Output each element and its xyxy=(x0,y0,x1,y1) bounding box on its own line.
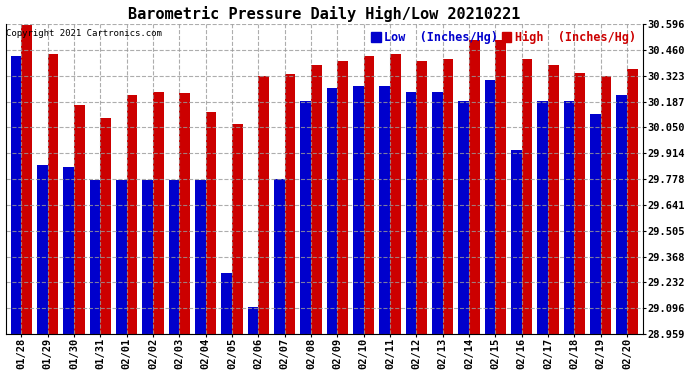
Bar xyxy=(311,65,322,334)
Bar xyxy=(337,61,348,334)
Bar xyxy=(232,124,243,334)
Bar xyxy=(380,86,390,334)
Bar xyxy=(406,92,416,334)
Bar xyxy=(627,69,638,334)
Bar xyxy=(511,150,522,334)
Bar xyxy=(327,88,337,334)
Bar xyxy=(364,56,374,334)
Bar xyxy=(206,112,216,334)
Bar xyxy=(285,75,295,334)
Bar xyxy=(616,95,627,334)
Bar xyxy=(590,114,601,334)
Bar xyxy=(221,273,232,334)
Bar xyxy=(48,54,58,334)
Bar xyxy=(274,178,285,334)
Legend: Low  (Inches/Hg), High  (Inches/Hg): Low (Inches/Hg), High (Inches/Hg) xyxy=(370,30,637,45)
Bar xyxy=(21,25,32,334)
Bar xyxy=(63,167,74,334)
Bar xyxy=(416,61,427,334)
Bar xyxy=(564,101,574,334)
Bar xyxy=(485,80,495,334)
Bar xyxy=(548,65,558,334)
Bar xyxy=(300,101,311,334)
Bar xyxy=(11,56,21,334)
Bar xyxy=(469,40,480,334)
Title: Barometric Pressure Daily High/Low 20210221: Barometric Pressure Daily High/Low 20210… xyxy=(128,6,520,21)
Bar xyxy=(100,118,111,334)
Bar xyxy=(37,165,48,334)
Bar xyxy=(116,180,127,334)
Bar xyxy=(169,180,179,334)
Bar xyxy=(601,76,611,334)
Bar xyxy=(179,93,190,334)
Bar xyxy=(443,59,453,334)
Bar xyxy=(142,180,153,334)
Bar xyxy=(195,180,206,334)
Bar xyxy=(127,95,137,334)
Bar xyxy=(495,40,506,334)
Bar xyxy=(574,73,585,334)
Bar xyxy=(248,308,258,334)
Bar xyxy=(522,59,532,334)
Bar xyxy=(258,76,269,334)
Bar xyxy=(90,180,100,334)
Bar xyxy=(538,101,548,334)
Bar xyxy=(353,86,364,334)
Text: Copyright 2021 Cartronics.com: Copyright 2021 Cartronics.com xyxy=(6,29,162,38)
Bar xyxy=(390,54,400,334)
Bar xyxy=(153,92,164,334)
Bar xyxy=(458,101,469,334)
Bar xyxy=(432,92,443,334)
Bar xyxy=(74,105,85,334)
